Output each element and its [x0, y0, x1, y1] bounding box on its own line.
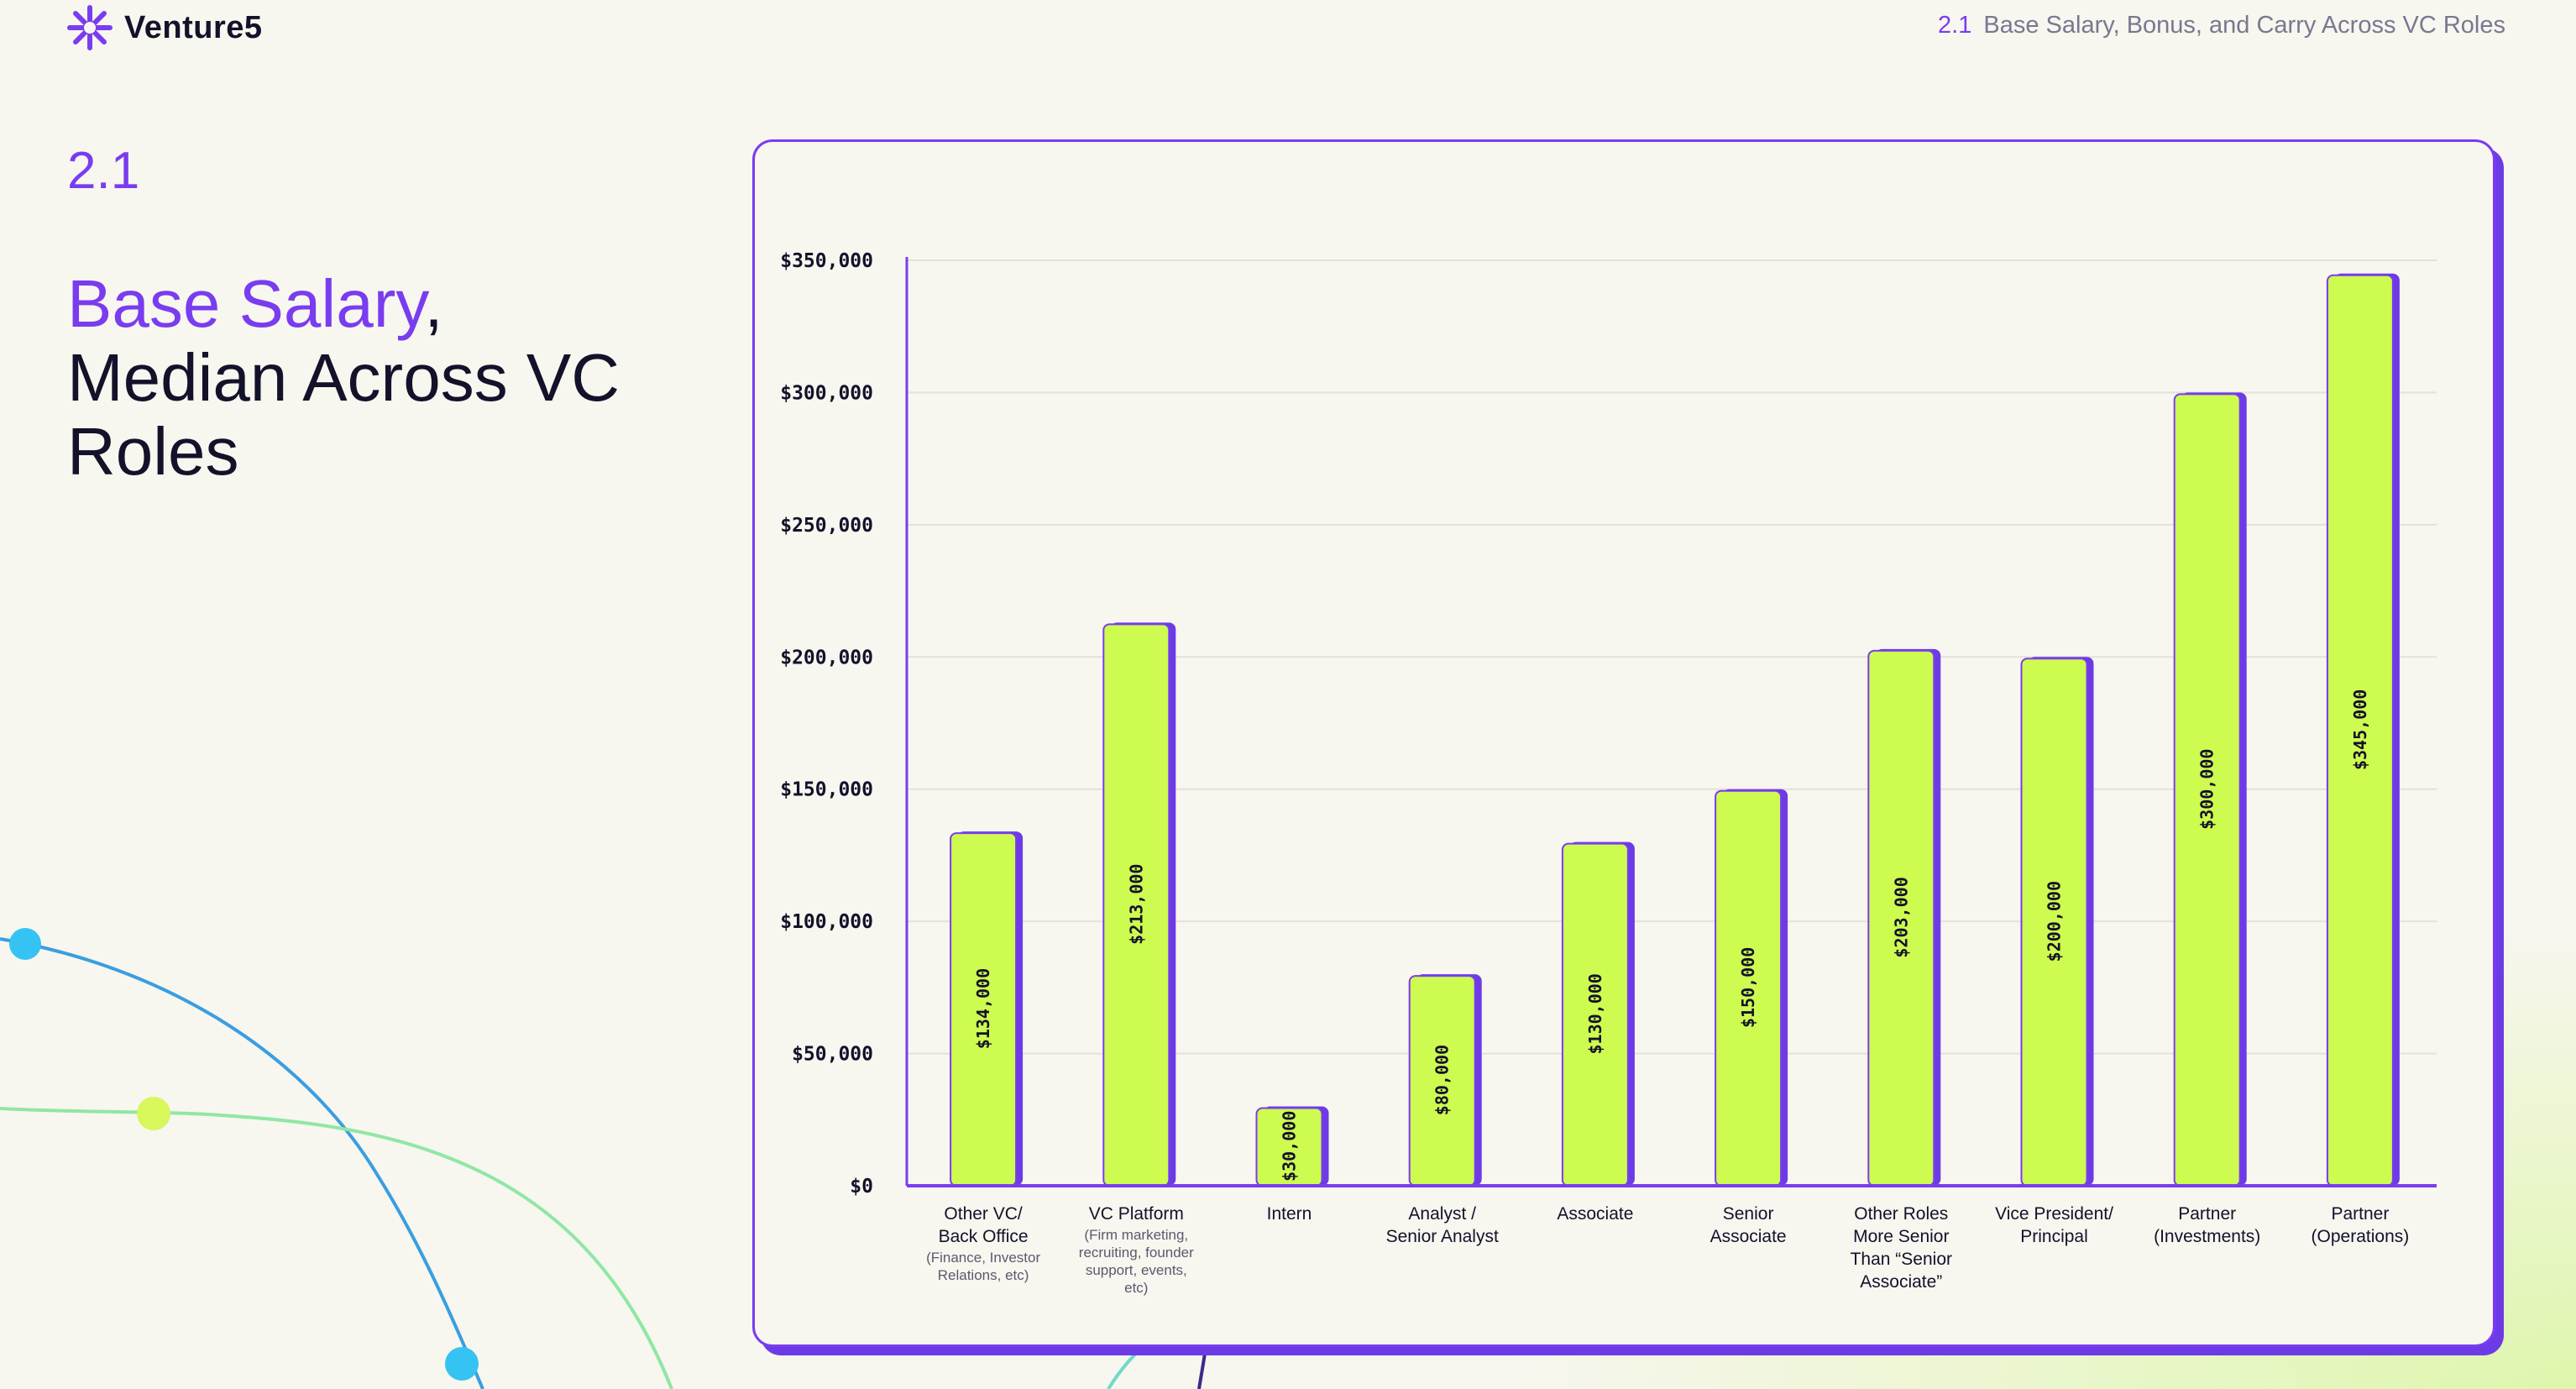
y-tick-label: $100,000: [780, 911, 873, 933]
bar-value-label: $80,000: [1432, 1045, 1453, 1115]
y-tick-label: $200,000: [780, 647, 873, 668]
blue-dot-lower: [445, 1347, 479, 1381]
bar-value-label: $130,000: [1585, 973, 1605, 1054]
bar-value-label: $300,000: [2197, 749, 2217, 830]
x-tick-label: VC Platform: [1089, 1204, 1184, 1224]
y-tick-label: $150,000: [780, 779, 873, 801]
bar-value-label: $134,000: [973, 968, 993, 1049]
x-tick-label: Intern: [1267, 1204, 1312, 1224]
x-tick-label: Senior Analyst: [1386, 1227, 1499, 1246]
y-tick-label: $350,000: [780, 250, 873, 272]
x-tick-label: Principal: [2020, 1227, 2088, 1246]
y-tick-label: $0: [850, 1176, 873, 1198]
green-curve: [0, 1107, 673, 1389]
x-tick-label: More Senior: [1853, 1227, 1949, 1246]
x-tick-label: Other Roles: [1854, 1204, 1948, 1224]
x-tick-sublabel: support, events,: [1086, 1262, 1187, 1278]
blue-curve: [0, 937, 484, 1389]
asterisk-logo-icon: [67, 5, 113, 50]
bar-value-label: $203,000: [1891, 877, 1911, 957]
x-tick-sublabel: (Finance, Investor: [926, 1250, 1040, 1266]
x-tick-label: Than “Senior: [1851, 1250, 1952, 1269]
title-comma: ,: [424, 266, 443, 341]
x-tick-label: Vice President/: [1995, 1204, 2113, 1224]
section-breadcrumb: 2.1 Base Salary, Bonus, and Carry Across …: [1938, 12, 2505, 39]
x-tick-sublabel: Relations, etc): [938, 1267, 1029, 1283]
breadcrumb-title: Base Salary, Bonus, and Carry Across VC …: [1983, 12, 2505, 39]
x-tick-label: Associate”: [1860, 1272, 1942, 1292]
x-tick-label: Back Office: [939, 1227, 1029, 1246]
breadcrumb-number: 2.1: [1938, 12, 1972, 39]
bar-value-label: $345,000: [2350, 689, 2370, 770]
bar-value-label: $200,000: [2045, 881, 2065, 962]
bar-value-label: $213,000: [1126, 864, 1146, 945]
x-tick-label: Associate: [1557, 1204, 1633, 1224]
x-tick-label: Analyst /: [1408, 1204, 1476, 1224]
x-tick-label: Partner: [2178, 1204, 2236, 1224]
x-tick-label: Associate: [1710, 1227, 1787, 1246]
y-tick-label: $250,000: [780, 515, 873, 537]
blue-dot: [9, 928, 41, 960]
bar-value-label: $30,000: [1280, 1111, 1300, 1182]
y-tick-label: $300,000: [780, 382, 873, 404]
x-tick-sublabel: recruiting, founder: [1079, 1245, 1194, 1261]
x-tick-sublabel: etc): [1124, 1280, 1148, 1296]
x-tick-label: Senior: [1723, 1204, 1774, 1224]
x-tick-label: Partner: [2331, 1204, 2389, 1224]
y-tick-label: $50,000: [792, 1044, 873, 1066]
x-tick-label: (Operations): [2312, 1227, 2410, 1246]
bar-value-label: $150,000: [1738, 947, 1758, 1028]
x-tick-label: (Investments): [2154, 1227, 2260, 1246]
title-accent: Base Salary: [67, 266, 425, 341]
page-title: Base Salary, Median Across VC Roles: [67, 267, 672, 489]
x-tick-sublabel: (Firm marketing,: [1084, 1227, 1188, 1243]
title-rest: Median Across VC Roles: [67, 340, 620, 489]
green-dot: [137, 1097, 170, 1130]
x-tick-label: Other VC/: [944, 1204, 1023, 1224]
brand-name: Venture5: [124, 9, 263, 45]
brand: Venture5: [67, 5, 263, 50]
section-number: 2.1: [67, 142, 140, 200]
